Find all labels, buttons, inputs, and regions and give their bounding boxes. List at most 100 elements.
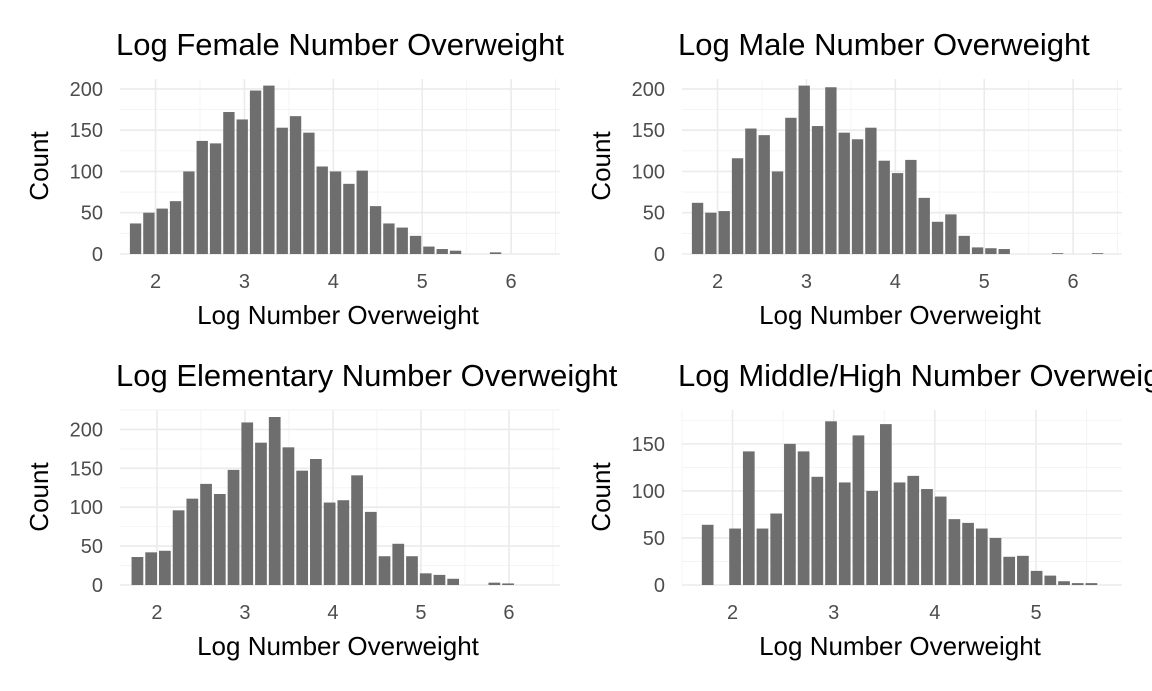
histogram-bar <box>406 556 418 585</box>
chart-title: Log Male Number Overweight <box>678 27 1090 62</box>
x-tick-label: 5 <box>979 271 990 293</box>
histogram-bar <box>227 469 240 585</box>
histogram-bar <box>423 246 435 254</box>
x-tick-label: 3 <box>801 271 812 293</box>
histogram-bar <box>701 524 714 585</box>
histogram-bar <box>236 119 248 254</box>
histogram-bar <box>825 87 837 254</box>
histogram-bar <box>351 475 363 585</box>
y-tick-label: 0 <box>654 575 665 597</box>
histogram-bar <box>1085 583 1098 585</box>
histogram-bar <box>825 421 837 585</box>
x-tick-label: 2 <box>151 602 162 624</box>
histogram-bar <box>433 574 446 585</box>
histogram-bar <box>1071 583 1084 585</box>
histogram-bar <box>143 212 155 254</box>
histogram-bar <box>196 140 208 254</box>
histogram-bar <box>356 170 368 254</box>
x-tick-label: 2 <box>727 602 738 624</box>
y-tick-label: 200 <box>70 419 103 441</box>
histogram-bar <box>691 202 704 254</box>
histogram-bar <box>1091 253 1104 254</box>
y-axis-title: Count <box>24 131 54 201</box>
chart-title: Log Elementary Number Overweight <box>116 358 618 393</box>
histogram-bar <box>731 158 744 254</box>
histogram-bar <box>1003 556 1016 585</box>
x-tick-label: 6 <box>1068 271 1079 293</box>
histogram-bar <box>289 116 302 254</box>
y-tick-label: 50 <box>81 203 103 225</box>
y-tick-label: 50 <box>643 528 665 550</box>
histogram-bar <box>303 132 315 254</box>
histogram-bar <box>785 117 797 254</box>
histogram-bar <box>383 223 395 254</box>
histogram-bar <box>282 447 295 585</box>
histogram-bar <box>784 443 796 585</box>
histogram-bar <box>489 252 502 254</box>
histogram-bar <box>263 85 275 254</box>
x-axis-title: Log Number Overweight <box>759 300 1042 330</box>
histogram-bar <box>989 537 1002 585</box>
histogram-bar <box>337 500 350 585</box>
x-tick-label: 5 <box>417 271 428 293</box>
histogram-bar <box>169 201 182 254</box>
histogram-bar <box>1051 253 1064 254</box>
histogram-bar <box>851 139 864 254</box>
x-tick-label: 4 <box>327 602 338 624</box>
histogram-bar <box>918 197 930 254</box>
histogram-bar <box>879 424 892 585</box>
histogram-bar <box>1058 581 1070 585</box>
x-axis-title: Log Number Overweight <box>197 300 480 330</box>
histogram-bar <box>1044 575 1057 585</box>
histogram-bar <box>296 470 309 585</box>
histogram-bar <box>329 171 342 254</box>
histogram-bar <box>145 552 158 585</box>
histogram-bar <box>798 85 810 254</box>
histogram-bar <box>316 166 328 254</box>
histogram-bar <box>323 502 336 585</box>
histogram-bar <box>131 557 144 585</box>
x-tick-label: 5 <box>1030 602 1041 624</box>
histogram-bar <box>241 422 254 585</box>
y-axis-title: Count <box>586 131 616 201</box>
histogram-bar <box>502 583 514 585</box>
histogram-bar <box>891 173 904 254</box>
x-axis-title: Log Number Overweight <box>759 631 1042 661</box>
histogram-bar <box>200 483 212 585</box>
histogram-bar <box>1030 570 1043 585</box>
histogram-bar <box>172 510 185 585</box>
histogram-bar <box>811 476 824 585</box>
histogram-bar <box>183 171 195 254</box>
histogram-bar <box>436 249 448 254</box>
histogram-bar <box>276 127 288 254</box>
histogram-bar <box>838 482 851 585</box>
histogram-bar <box>771 171 784 254</box>
histogram-bar <box>249 90 262 254</box>
y-tick-label: 50 <box>81 536 103 558</box>
histogram-bar <box>419 573 432 585</box>
histogram-bar <box>921 489 933 585</box>
histogram-bar <box>797 451 810 585</box>
histogram-bar <box>129 223 142 254</box>
y-tick-label: 150 <box>70 120 103 142</box>
x-axis-title: Log Number Overweight <box>197 631 480 661</box>
x-tick-label: 4 <box>890 271 901 293</box>
histogram-bar <box>223 112 235 255</box>
y-tick-label: 200 <box>632 79 665 101</box>
y-tick-label: 100 <box>632 481 665 503</box>
histogram-bar <box>268 417 281 585</box>
y-tick-label: 150 <box>632 120 665 142</box>
histogram-bar <box>369 206 382 254</box>
histogram-bar <box>907 475 920 585</box>
histogram-bar <box>396 227 408 254</box>
histogram-bar <box>975 528 988 585</box>
x-tick-label: 3 <box>239 271 250 293</box>
histogram-bar <box>159 550 171 585</box>
histogram-bar <box>255 442 267 585</box>
histogram-bar <box>958 235 970 254</box>
histogram-bar <box>343 183 355 254</box>
histogram-bar <box>962 522 974 585</box>
histogram-bar <box>934 496 947 585</box>
